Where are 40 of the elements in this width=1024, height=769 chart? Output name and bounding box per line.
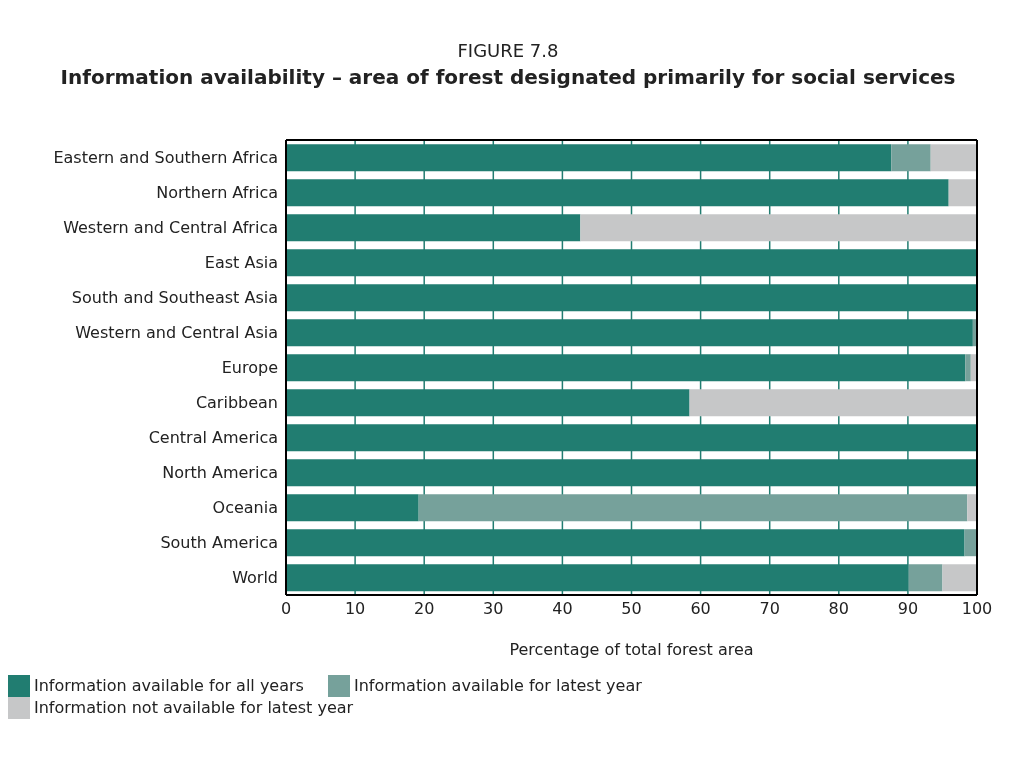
y-tick-label: Western and Central Asia: [75, 323, 278, 343]
bar: [942, 564, 977, 592]
bar: [948, 179, 977, 207]
x-tick-label: 80: [828, 599, 849, 619]
legend-label: Information available for all years: [34, 675, 304, 695]
y-tick-label: Northern Africa: [156, 183, 278, 203]
bar: [891, 144, 931, 172]
x-tick-label: 0: [280, 599, 292, 619]
x-tick-label: 70: [759, 599, 780, 619]
y-tick-label: East Asia: [204, 253, 278, 273]
chart-subtitle: Information availability – area of forest designated primarily for social services: [59, 65, 957, 89]
y-tick-label: Europe: [221, 358, 278, 378]
legend-label: Information not available for latest year: [34, 697, 354, 717]
y-tick-label: Oceania: [212, 498, 278, 518]
bar: [930, 144, 977, 172]
legend-label: Information available for latest year: [353, 675, 642, 695]
y-tick-label: Eastern and Southern Africa: [53, 148, 278, 168]
x-tick-label: 50: [621, 599, 642, 619]
x-tick-label: 40: [552, 599, 573, 619]
y-tick-label: Caribbean: [195, 393, 278, 413]
bar: [418, 494, 968, 522]
x-tick-label: 20: [414, 599, 435, 619]
y-tick-label: World: [232, 568, 278, 588]
bar: [580, 214, 977, 242]
x-tick-label: 10: [344, 599, 366, 619]
bar: [689, 389, 977, 417]
chart-title: FIGURE 7.8: [456, 40, 560, 61]
x-tick-label: 100: [961, 599, 993, 619]
bar: [908, 564, 943, 592]
x-tick-label: 90: [897, 599, 919, 619]
x-axis-title: Percentage of total forest area: [509, 640, 754, 659]
y-tick-label: Central America: [148, 428, 278, 448]
x-tick-label: 60: [690, 599, 711, 619]
y-tick-label: South and Southeast Asia: [71, 288, 278, 308]
x-tick-label: 30: [483, 599, 504, 619]
bar: [965, 354, 971, 382]
y-tick-label: Western and Central Africa: [63, 218, 278, 238]
y-tick-label: North America: [162, 463, 278, 483]
y-tick-label: South America: [160, 533, 278, 553]
bar: [967, 494, 977, 522]
